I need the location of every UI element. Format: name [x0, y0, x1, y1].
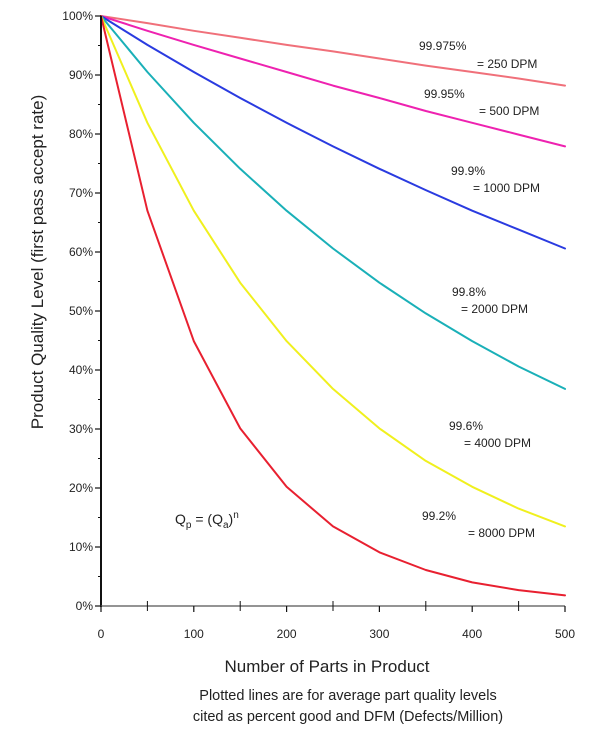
series-label-4-line1: 99.6%	[449, 419, 483, 433]
formula-mid: = (Q	[191, 511, 223, 527]
y-tick-label: 0%	[76, 599, 94, 613]
y-tick-label: 90%	[69, 68, 93, 82]
series-label-0-line1: 99.975%	[419, 39, 467, 53]
axes: 0% 10% 20% 30% 40% 50% 60% 70% 80% 90% 100% 0 100 200…	[62, 9, 575, 641]
x-tick-label: 300	[369, 627, 389, 641]
y-tick-label: 80%	[69, 127, 93, 141]
series-label-5-line2: = 8000 DPM	[468, 526, 535, 540]
y-tick-label: 20%	[69, 481, 93, 495]
y-tick-label: 60%	[69, 245, 93, 259]
formula-sub-a: a	[223, 520, 229, 531]
y-axis-label: Product Quality Level (first pass accept…	[28, 95, 47, 429]
series-label-3-line1: 99.8%	[452, 285, 486, 299]
series-lines	[100, 15, 566, 597]
formula-close: )	[229, 511, 234, 527]
series-label-2-line2: = 1000 DPM	[473, 181, 540, 195]
x-tick-label: 0	[98, 627, 105, 641]
formula-sup-n: n	[233, 510, 239, 521]
series-label-2-line1: 99.9%	[451, 164, 485, 178]
y-tick-label: 40%	[69, 363, 93, 377]
formula-sub-p: p	[186, 520, 192, 531]
y-tick-label: 50%	[69, 304, 93, 318]
y-tick-label: 100%	[62, 9, 93, 23]
series-label-1-line1: 99.95%	[424, 87, 465, 101]
series-labels: 99.975% = 250 DPM 99.95% = 500 DPM 99.9% = 10…	[419, 39, 540, 540]
series-label-1-line2: = 500 DPM	[479, 104, 539, 118]
series-label-3-line2: = 2000 DPM	[461, 302, 528, 316]
series-line-3	[100, 15, 566, 390]
series-label-4-line2: = 4000 DPM	[464, 436, 531, 450]
x-tick-label: 500	[555, 627, 575, 641]
y-tick-label: 70%	[69, 186, 93, 200]
formula: Qp = (Qa)n	[175, 510, 239, 531]
x-axis-label: Number of Parts in Product	[224, 657, 429, 676]
y-tick-label: 10%	[69, 540, 93, 554]
series-line-0	[100, 15, 566, 87]
caption-line-1: Plotted lines are for average part quali…	[199, 688, 496, 704]
x-tick-label: 200	[277, 627, 297, 641]
series-line-5	[100, 15, 566, 597]
x-tick-label: 400	[462, 627, 482, 641]
caption-line-2: cited as percent good and DFM (Defects/M…	[193, 709, 503, 725]
series-line-4	[100, 15, 566, 528]
series-label-0-line2: = 250 DPM	[477, 57, 537, 71]
formula-base: Q	[175, 511, 186, 527]
series-label-5-line1: 99.2%	[422, 509, 456, 523]
series-line-1	[100, 15, 566, 148]
x-tick-label: 100	[184, 627, 204, 641]
series-line-2	[100, 15, 566, 250]
y-tick-label: 30%	[69, 422, 93, 436]
